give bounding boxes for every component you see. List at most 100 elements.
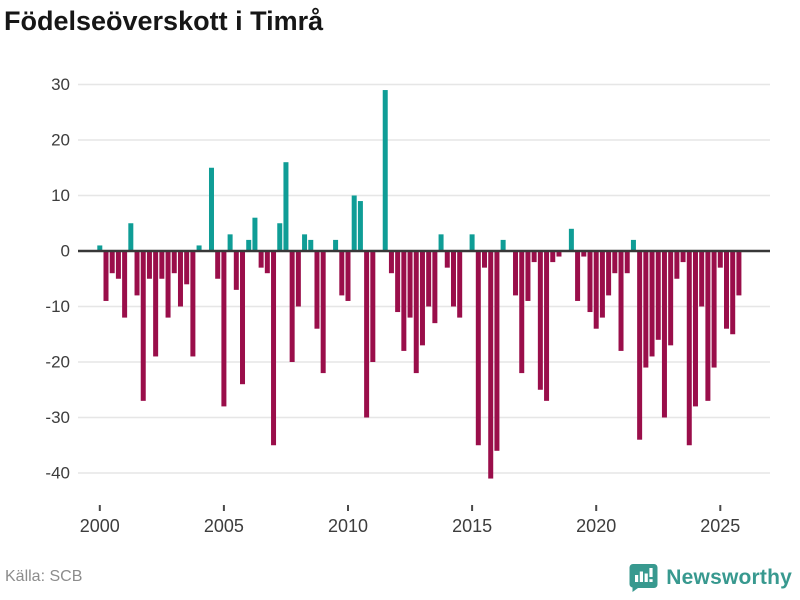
bar-2007Q2: [277, 223, 283, 251]
bar-2022Q4: [661, 251, 667, 418]
bar-2018Q1: [544, 251, 550, 401]
speech-bubble-shape: [629, 564, 658, 592]
bar-2019Q4: [587, 251, 593, 313]
bar-2016Q1: [494, 251, 500, 451]
source-label: Källa: SCB: [5, 568, 83, 585]
bar-2001Q2: [128, 223, 134, 251]
bar-2017Q2: [525, 251, 531, 301]
bar-2015Q3: [482, 251, 488, 268]
bar-2007Q3: [283, 162, 289, 251]
bar-2022Q3: [655, 251, 661, 340]
bar-2012Q1: [395, 251, 401, 313]
x-tick-label: 2005: [204, 516, 244, 536]
bar-2019Q1: [568, 228, 574, 251]
bar-2010Q4: [364, 251, 370, 418]
bar-2024Q3: [705, 251, 711, 401]
bar-2000Q4: [115, 251, 121, 279]
bar-2021Q2: [624, 251, 630, 274]
bar-2023Q3: [680, 251, 686, 263]
y-tick-label: 20: [51, 131, 70, 150]
bar-2020Q2: [599, 251, 605, 318]
bar-2017Q1: [519, 251, 525, 374]
bar-2000Q3: [109, 251, 115, 274]
bar-2018Q2: [550, 251, 556, 263]
x-tick-label: 2000: [80, 516, 120, 536]
bar-2022Q1: [643, 251, 649, 368]
newsworthy-logo[interactable]: Newsworthy: [628, 562, 792, 593]
x-tick-label: 2020: [576, 516, 616, 536]
newsworthy-icon: [629, 564, 658, 592]
x-tick-label: 2015: [452, 516, 492, 536]
bar-2005Q4: [240, 251, 246, 385]
bar-2005Q1: [221, 251, 227, 407]
bar-2025Q1: [717, 251, 723, 268]
bar-2013Q1: [419, 251, 425, 346]
bar-2012Q3: [407, 251, 413, 318]
bar-2001Q1: [122, 251, 128, 318]
bar-2020Q3: [606, 251, 612, 296]
bar-2013Q3: [432, 251, 438, 324]
y-tick-label: 0: [61, 242, 70, 261]
bar-2022Q2: [649, 251, 655, 357]
bar-2021Q4: [637, 251, 643, 440]
y-tick-label: -30: [45, 408, 70, 427]
bar-2017Q4: [537, 251, 543, 390]
bar-2005Q3: [233, 251, 239, 290]
bar-2007Q1: [271, 251, 277, 446]
bar-2023Q1: [668, 251, 674, 346]
bar-2005Q2: [227, 234, 233, 251]
bar-2002Q4: [165, 251, 171, 318]
bar-2003Q1: [171, 251, 177, 274]
bar-2024Q2: [699, 251, 705, 307]
bar-2008Q2: [302, 234, 308, 251]
bar-2002Q1: [146, 251, 152, 279]
bar-2020Q4: [612, 251, 618, 274]
y-tick-label: 30: [51, 75, 70, 94]
bar-2002Q2: [153, 251, 159, 357]
bar-2013Q2: [426, 251, 432, 307]
bar-2018Q3: [556, 251, 562, 257]
bar-2019Q2: [575, 251, 581, 301]
bar-2010Q3: [357, 201, 363, 251]
bar-2010Q2: [351, 195, 357, 251]
bar-2000Q1: [97, 245, 103, 251]
bar-2011Q1: [370, 251, 376, 362]
bar-2015Q2: [475, 251, 481, 446]
bar-2023Q2: [674, 251, 680, 279]
y-tick-label: -20: [45, 353, 70, 372]
bar-2009Q4: [339, 251, 345, 296]
bar-2010Q1: [345, 251, 351, 301]
bar-2024Q4: [711, 251, 717, 368]
bar-2025Q2: [724, 251, 729, 329]
bar-2003Q3: [184, 251, 190, 285]
bar-2009Q3: [333, 239, 339, 251]
bar-2002Q3: [159, 251, 165, 279]
bar-2014Q1: [444, 251, 450, 268]
bar-2008Q4: [314, 251, 320, 329]
bar-2003Q2: [177, 251, 183, 307]
bar-2015Q1: [469, 234, 475, 251]
bar-2016Q2: [500, 239, 506, 251]
bar-2025Q3: [730, 251, 736, 335]
bar-2017Q3: [531, 251, 537, 263]
bar-2004Q1: [196, 245, 202, 251]
bar-2024Q1: [692, 251, 698, 407]
bar-2008Q3: [308, 239, 314, 251]
bar-2006Q4: [264, 251, 270, 274]
bar-2007Q4: [289, 251, 295, 362]
bar-2015Q4: [488, 251, 494, 479]
x-tick-label: 2010: [328, 516, 368, 536]
bar-2008Q1: [295, 251, 301, 307]
bar-2001Q4: [140, 251, 146, 401]
bar-2011Q3: [382, 90, 388, 251]
bar-2006Q2: [252, 217, 258, 251]
bar-2006Q1: [246, 239, 252, 251]
bar-2019Q3: [581, 251, 587, 257]
y-tick-label: -40: [45, 464, 70, 483]
y-tick-label: 10: [51, 186, 70, 205]
bar-2021Q3: [630, 239, 636, 251]
bar-2001Q3: [134, 251, 140, 296]
x-tick-label: 2025: [700, 516, 740, 536]
